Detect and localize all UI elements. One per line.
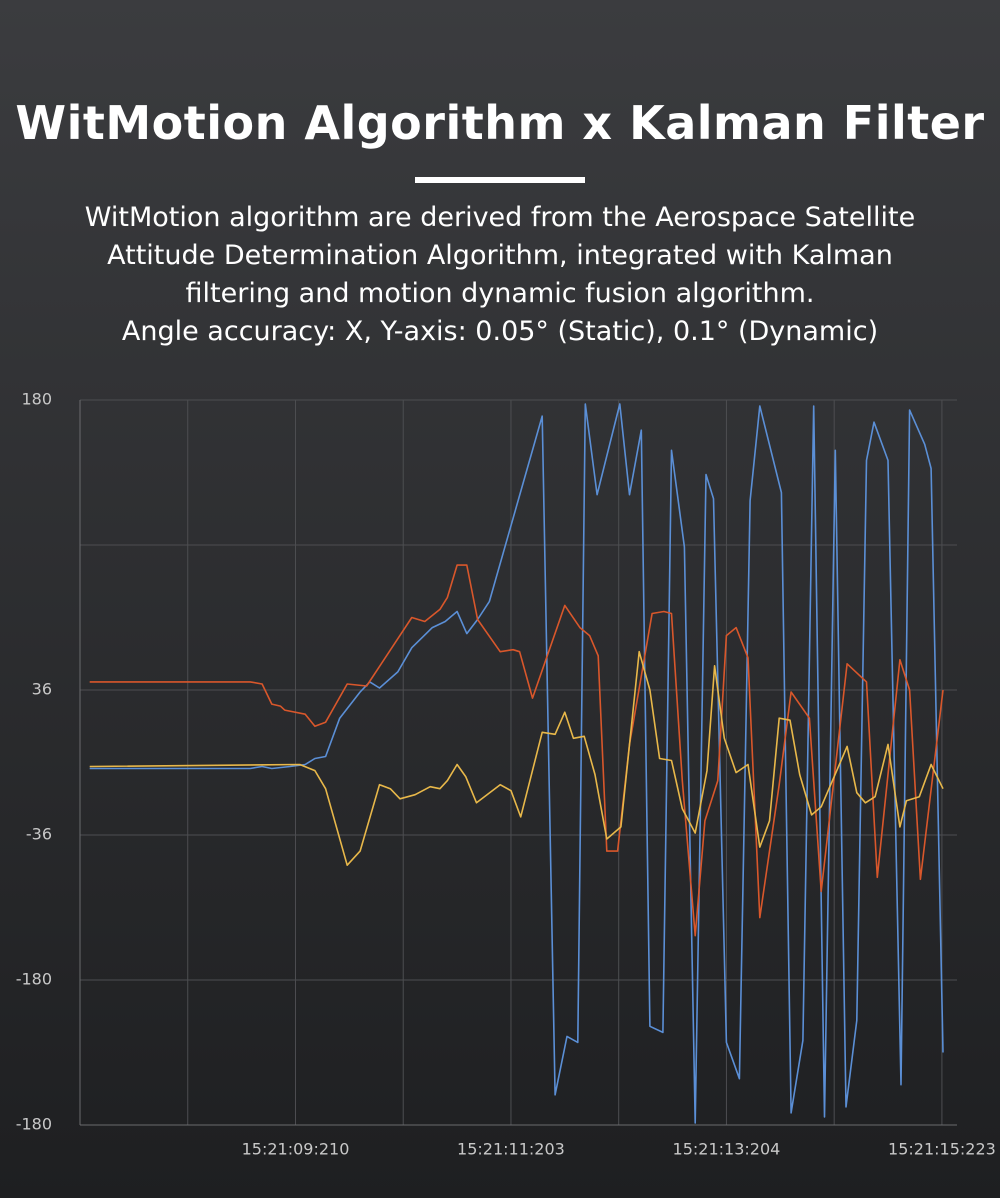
description-line: filtering and motion dynamic fusion algo…	[185, 278, 815, 309]
y-tick-label: -180	[16, 1115, 52, 1134]
x-tick-label: 15:21:09:210	[242, 1140, 350, 1159]
x-tick-label: 15:21:11:203	[457, 1140, 565, 1159]
series-line	[89, 403, 944, 1124]
title-underline	[415, 177, 585, 183]
x-tick-label: 15:21:13:204	[673, 1140, 781, 1159]
y-tick-label: -180	[16, 970, 52, 989]
description-line: WitMotion algorithm are derived from the…	[84, 202, 916, 233]
description: WitMotion algorithm are derived from the…	[0, 199, 1000, 351]
title: WitMotion Algorithm x Kalman Filter	[15, 96, 985, 150]
y-tick-label: -36	[26, 825, 52, 844]
series-line	[89, 564, 944, 937]
description-line: Attitude Determination Algorithm, integr…	[107, 240, 893, 271]
description-line: Angle accuracy: X, Y-axis: 0.05° (Static…	[121, 316, 879, 347]
y-tick-label: 36	[32, 680, 52, 699]
series-line	[89, 650, 944, 866]
x-tick-label: 15:21:15:223	[888, 1140, 996, 1159]
y-tick-label: 180	[21, 390, 52, 409]
